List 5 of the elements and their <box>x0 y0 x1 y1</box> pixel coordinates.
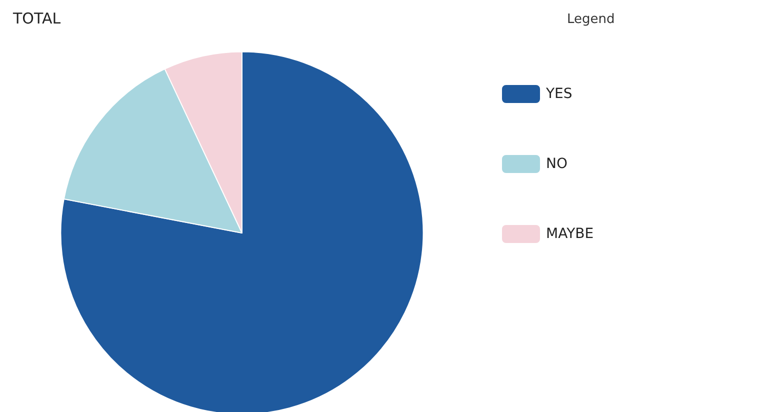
legend-label: YES <box>545 86 572 102</box>
legend-label: NO <box>546 156 568 172</box>
legend-title: Legend <box>567 12 615 27</box>
chart-title: TOTAL <box>12 10 62 28</box>
legend-label: MAYBE <box>546 226 594 242</box>
